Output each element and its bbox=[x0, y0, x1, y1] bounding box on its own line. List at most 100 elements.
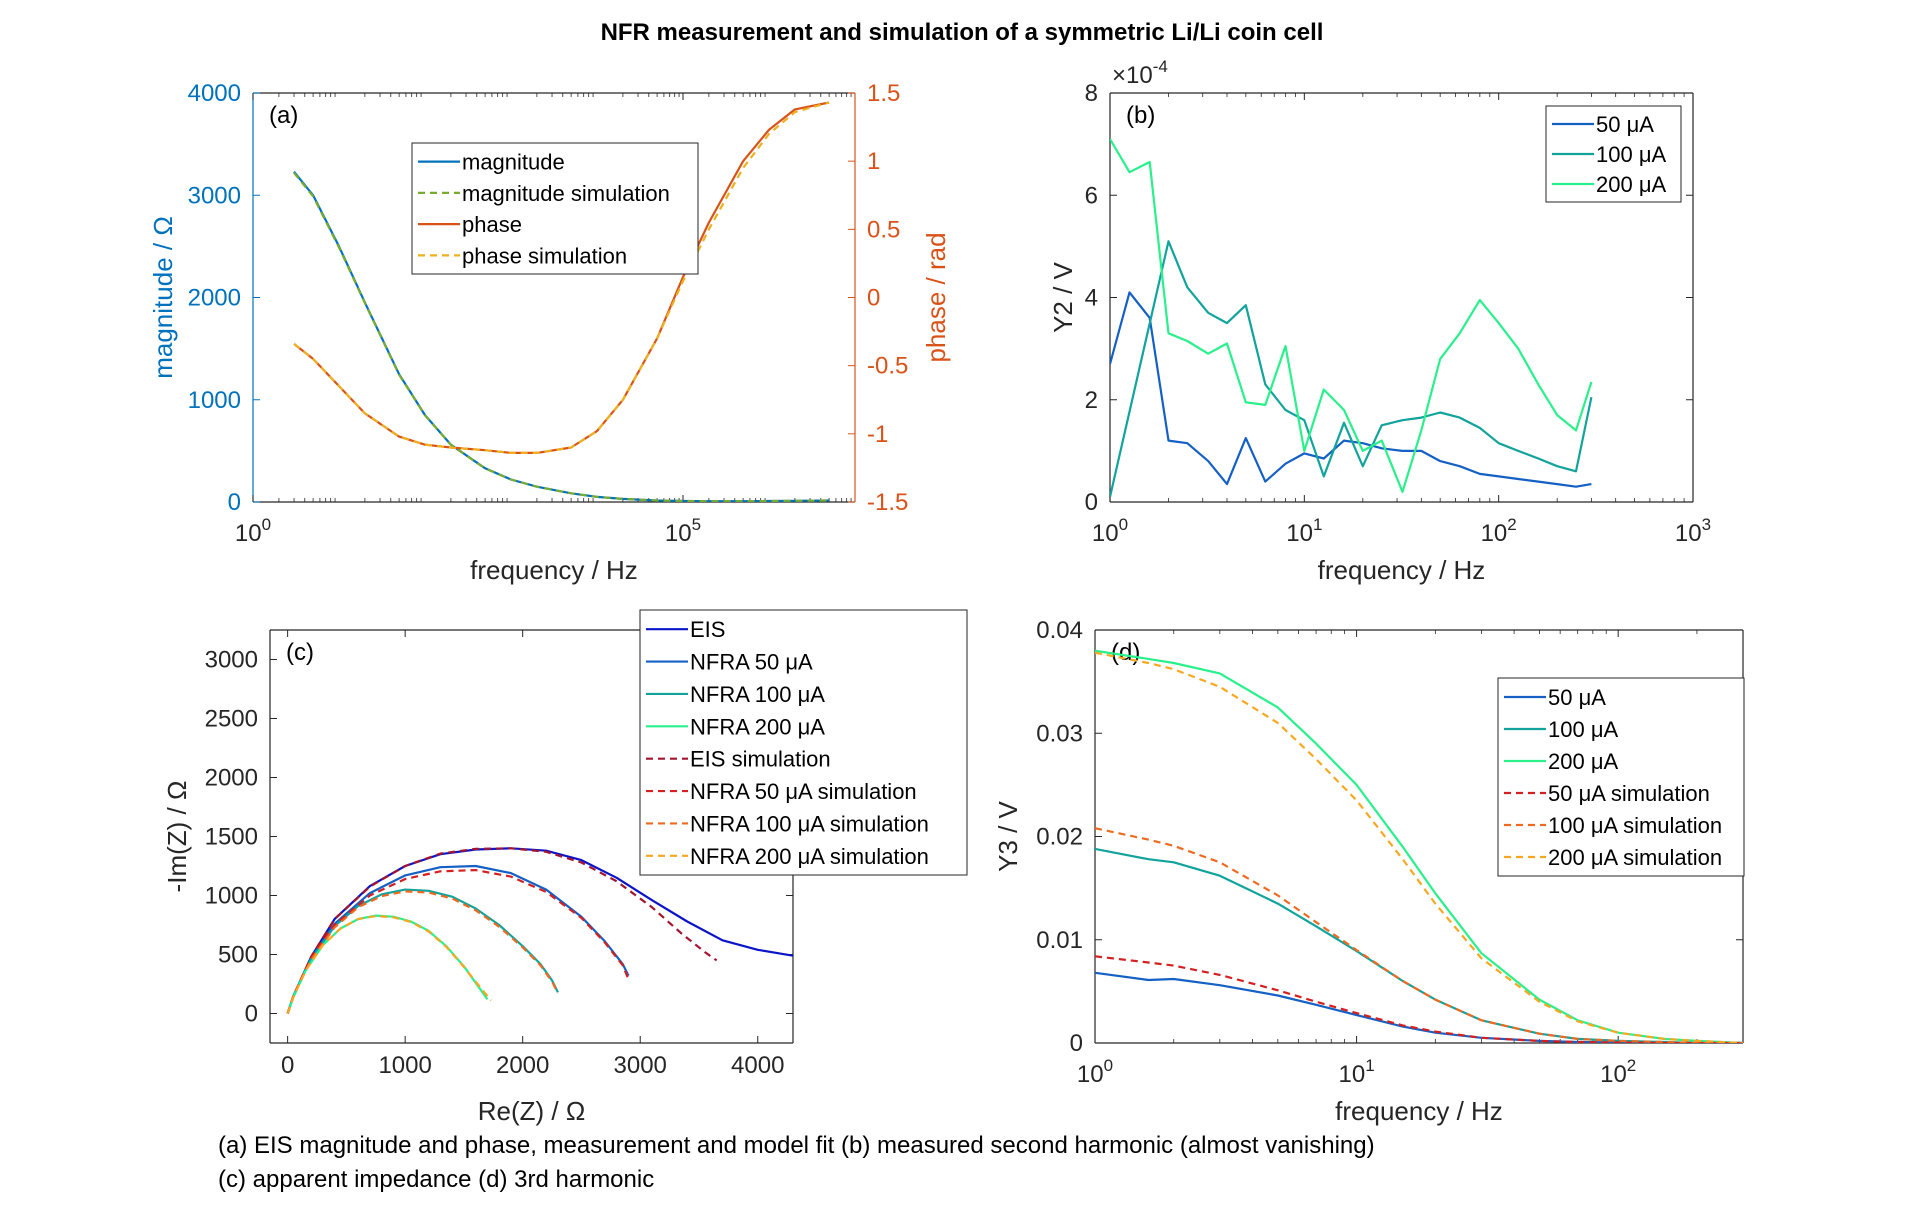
legend-label: phase simulation bbox=[462, 243, 627, 268]
legend-label: 200 μA simulation bbox=[1548, 845, 1722, 870]
y-tick-label: 2000 bbox=[205, 765, 258, 792]
legend-label: phase bbox=[462, 212, 522, 237]
y-tick-label: 8 bbox=[1085, 80, 1098, 107]
series-line-4 bbox=[1095, 955, 1743, 1043]
x-tick-label: 4000 bbox=[731, 1052, 784, 1079]
y-axis-label: -Im(Z) / Ω bbox=[162, 781, 192, 893]
y-tick-label: 0 bbox=[1085, 489, 1098, 516]
chart-a: 100 105 0 1000 2000 3000 4000 -1.5 -1 -0.5 0 0.5 1 1.… bbox=[148, 80, 951, 585]
legend-label: NFRA 200 μA bbox=[690, 714, 825, 739]
y2-tick-label: -1 bbox=[867, 421, 888, 448]
y2-tick-label: 1 bbox=[867, 148, 880, 175]
legend: magnitude magnitude simulation phase phase … bbox=[411, 142, 699, 275]
x-tick-label: 101 bbox=[1286, 515, 1322, 547]
legend-box bbox=[1497, 677, 1745, 877]
series-line-8 bbox=[286, 914, 492, 1014]
y-tick-label: 0 bbox=[245, 1001, 258, 1028]
legend-label: NFRA 50 μA bbox=[690, 650, 813, 675]
x-tick-label: 102 bbox=[1600, 1056, 1636, 1088]
y-tick-label: 0.04 bbox=[1036, 617, 1083, 644]
figure-title: NFR measurement and simulation of a symm… bbox=[601, 19, 1324, 46]
series-group bbox=[1110, 138, 1593, 498]
legend-label: 100 μA bbox=[1596, 142, 1666, 167]
series-line-3 bbox=[293, 101, 830, 454]
legend-label: 50 μA bbox=[1596, 112, 1654, 137]
x-tick-label: 0 bbox=[281, 1052, 294, 1079]
series-line-7 bbox=[286, 890, 559, 1014]
x-tick-label: 1000 bbox=[378, 1052, 431, 1079]
legend-label: magnitude simulation bbox=[462, 181, 670, 206]
legend-label: 100 μA simulation bbox=[1548, 813, 1722, 838]
legend: 50 μA 100 μA 200 μA bbox=[1545, 105, 1682, 203]
y-axis-label: magnitude / Ω bbox=[148, 216, 178, 379]
x-axis-label: frequency / Hz bbox=[1335, 1096, 1503, 1126]
y2-tick-label: 0.5 bbox=[867, 216, 900, 243]
y2-tick-label: 1.5 bbox=[867, 80, 900, 107]
y-tick-label: 1000 bbox=[188, 387, 241, 414]
legend-label: NFRA 50 μA simulation bbox=[690, 779, 917, 804]
y-tick-label: 0 bbox=[228, 489, 241, 516]
series-line-5 bbox=[1095, 827, 1743, 1043]
x-tick-label: 2000 bbox=[496, 1052, 549, 1079]
legend-label: EIS bbox=[690, 617, 725, 642]
y-multiplier: ×10-4 bbox=[1112, 57, 1168, 89]
series-line-6 bbox=[1095, 651, 1743, 1043]
panel-label: (b) bbox=[1126, 102, 1155, 129]
legend: 50 μA 100 μA 200 μA 50 μA simulation 100 μA … bbox=[1497, 677, 1745, 877]
legend-label: 100 μA bbox=[1548, 717, 1618, 742]
x-axis-label: frequency / Hz bbox=[1318, 555, 1486, 585]
y-tick-label: 0.03 bbox=[1036, 720, 1083, 747]
x-tick-label: 100 bbox=[1077, 1056, 1113, 1088]
y2-tick-label: 0 bbox=[867, 285, 880, 312]
y-tick-label: 2 bbox=[1085, 387, 1098, 414]
y-tick-label: 4 bbox=[1085, 285, 1098, 312]
x-axis-label: Re(Z) / Ω bbox=[478, 1096, 586, 1126]
y-tick-label: 3000 bbox=[188, 182, 241, 209]
y2-tick-label: -0.5 bbox=[867, 353, 908, 380]
x-tick-label: 100 bbox=[235, 515, 271, 547]
legend-label: NFRA 200 μA simulation bbox=[690, 844, 929, 869]
y-tick-label: 0 bbox=[1070, 1030, 1083, 1057]
chart-c: 0 1000 2000 3000 4000 0 500 1000 1500 2000 2500 300… bbox=[162, 609, 968, 1126]
x-tick-label: 3000 bbox=[614, 1052, 667, 1079]
caption-line-1: (a) EIS magnitude and phase, measurement… bbox=[218, 1132, 1375, 1159]
panel-label: (a) bbox=[269, 102, 298, 129]
series-line-3 bbox=[1110, 138, 1593, 493]
panel-label: (c) bbox=[286, 639, 314, 666]
y-axis-label: Y2 / V bbox=[1048, 261, 1078, 332]
chart-b: 100 101 102 103 0 2 4 6 8 ×10-4 frequency / Hz Y2 /… bbox=[1048, 57, 1711, 585]
legend-label: 200 μA bbox=[1548, 749, 1618, 774]
y-axis-label: Y3 / V bbox=[993, 800, 1023, 871]
legend-label: 200 μA bbox=[1596, 172, 1666, 197]
legend-label: 50 μA bbox=[1548, 685, 1606, 710]
series-line-2 bbox=[293, 172, 830, 502]
legend-box bbox=[639, 609, 968, 876]
y-tick-label: 3000 bbox=[205, 647, 258, 674]
x-axis-label: frequency / Hz bbox=[470, 555, 638, 585]
x-tick-label: 100 bbox=[1092, 515, 1128, 547]
series-group bbox=[1095, 649, 1743, 1043]
legend-label: EIS simulation bbox=[690, 747, 831, 772]
y-tick-label: 500 bbox=[218, 942, 258, 969]
y-tick-label: 1500 bbox=[205, 824, 258, 851]
series-group bbox=[293, 101, 830, 502]
legend-label: NFRA 100 μA bbox=[690, 682, 825, 707]
x-tick-label: 102 bbox=[1481, 515, 1517, 547]
legend-label: NFRA 100 μA simulation bbox=[690, 811, 929, 836]
legend-label: 50 μA simulation bbox=[1548, 781, 1710, 806]
legend: EIS NFRA 50 μA NFRA 100 μA NFRA 200 μA EIS s… bbox=[639, 609, 968, 876]
x-tick-label: 105 bbox=[665, 515, 701, 547]
y-tick-label: 2500 bbox=[205, 706, 258, 733]
chart-d: 100 101 102 0 0.01 0.02 0.03 0.04 frequency / Hz… bbox=[993, 617, 1745, 1126]
legend-box bbox=[411, 142, 699, 275]
legend-label: magnitude bbox=[462, 150, 565, 175]
y-tick-label: 1000 bbox=[205, 883, 258, 910]
y2-axis-label: phase / rad bbox=[921, 232, 951, 362]
y-tick-label: 4000 bbox=[188, 80, 241, 107]
x-tick-label: 101 bbox=[1339, 1056, 1375, 1088]
y-tick-label: 0.01 bbox=[1036, 927, 1083, 954]
y-tick-label: 2000 bbox=[188, 285, 241, 312]
caption-line-2: (c) apparent impedance (d) 3rd harmonic bbox=[218, 1166, 654, 1193]
